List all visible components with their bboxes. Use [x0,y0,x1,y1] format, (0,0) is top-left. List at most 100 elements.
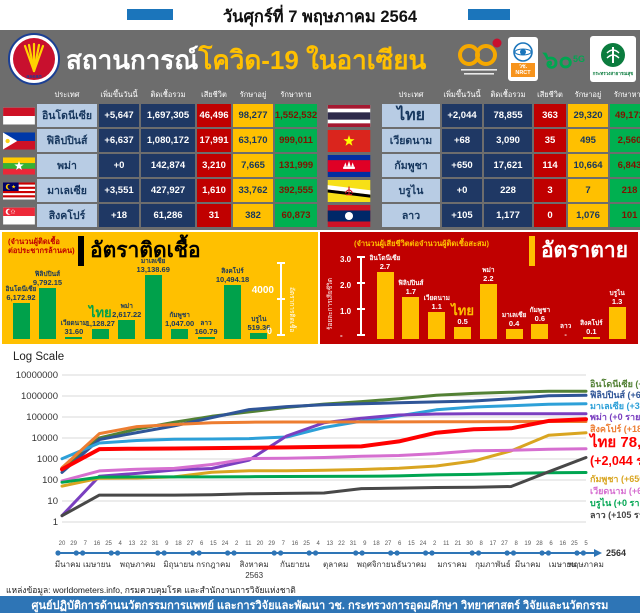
new-cases: +5,647 [99,104,139,127]
svg-text:17: 17 [490,541,497,547]
logo-strip: วช. NRCT ๖๐ 5G กระทรวงสาธารณสุข [455,34,636,84]
bar-category-label: สิงคโปร์ [580,319,603,327]
rate-bar [38,287,56,339]
rate-bar [65,337,83,339]
series-line-2 [60,402,588,461]
timeline-dot [469,550,475,556]
flag-vietnam [318,129,380,152]
deaths: 1,610 [197,179,231,202]
flag-philippines [3,129,35,152]
svg-text:24: 24 [222,541,229,547]
svg-text:100: 100 [42,475,58,486]
bar-value-label: 2,617.22 [112,309,142,319]
5g-label: 5G [572,54,585,64]
rate-bar [171,329,189,339]
nrct-logo: วช. NRCT [508,37,538,81]
flag-malaysia [3,179,35,202]
recovered: 1,552,532 [275,104,317,127]
svg-text:11: 11 [245,541,252,547]
month-label-0: มีนาคม [55,560,81,569]
col-header-active: รักษาอยู่ [239,90,267,99]
svg-text:1000000: 1000000 [21,391,58,402]
svg-text:4: 4 [317,541,321,547]
svg-text:6: 6 [398,541,402,547]
death-rate-panel: (จำนวนผู้เสียชีวิตต่อจำนวนผู้ติดเชื้อสะส… [320,232,638,344]
svg-text:22: 22 [140,541,147,547]
infection-rate-axis-label: อัตราการติดเชื้อ [288,286,295,332]
month-label-3: มิถุนายน [163,560,194,569]
recovered: 999,011 [275,129,317,152]
series-label-8: บรูไน (+0 ราย) [590,498,640,508]
svg-text:16: 16 [292,541,299,547]
rate-bar [376,271,394,339]
svg-text:29: 29 [268,541,275,547]
rate-bar [402,296,420,339]
svg-text:1: 1 [53,517,58,528]
footer-text: ศูนย์ปฏิบัติการด้านนวัตกรรมการแพทย์ และก… [31,599,609,612]
svg-text:21: 21 [455,541,462,547]
total-cases: 61,286 [141,204,195,227]
col-header-country: ประเทศ [398,90,424,99]
timeline-dot [231,550,237,556]
flag-thailand [318,104,380,127]
month-label-5: สิงหาคม [239,560,268,569]
new-cases: +3,551 [99,179,139,202]
month-label-9: ธันวาคม [396,560,426,569]
svg-text:28: 28 [536,541,543,547]
footer-bar: ศูนย์ปฏิบัติการด้านนวัตกรรมการแพทย์ และก… [0,596,640,613]
60th-anniversary-logo-icon [458,38,502,75]
bar-category-label: บรูไน [251,316,267,324]
rate-bar-column-8: สิงคโปร์ 10,494.18 [216,268,249,339]
total-cases: 78,855 [484,104,532,127]
title-right-bar [468,9,510,20]
country-name: อินโดนีเซีย [37,104,97,127]
rate-bar-column-3: ไทย 0.5 [450,304,476,339]
svg-text:31: 31 [350,541,357,547]
deaths: 46,496 [197,104,231,127]
svg-text:8: 8 [514,541,518,547]
series-line-1 [60,393,588,474]
axis-tick-dash: - [340,331,343,340]
infection-rate-title: อัตราติดเชื้อ [78,234,201,267]
col-header-new: เพิ่มขึ้นวันนี้ [100,90,138,99]
timeline-dot [306,550,312,556]
bar-category-label: ไทย [88,304,112,320]
flag-laos [318,204,380,227]
death-rate-axis-label: ร้อยละการเสียชีวิต [327,277,334,330]
rate-bar-column-1: ฟิลิปปินส์ 1.7 [398,280,424,339]
bar-value-label: 0.6 [534,314,546,323]
svg-text:16: 16 [94,541,101,547]
timeline-dot [510,550,517,556]
bar-value-label: 519.36 [247,323,271,333]
timeline-dot [429,550,435,556]
bar-category-label: พม่า [120,302,133,310]
bar-value-label: 9,792.15 [32,277,63,287]
bar-value-label: 10,494.18 [215,274,250,284]
new-cases: +18 [99,204,139,227]
right-country-table: ประเทศ เพิ่มขึ้นวันนี้ ติดเชื้อรวม เสียช… [318,88,640,227]
death-rate-axis [357,256,368,336]
timeline-dot [353,550,359,556]
timeline-dot [80,550,86,556]
rate-bar [144,275,162,339]
timeline-dot [539,550,545,556]
axis-tick-0: 0 [266,326,272,336]
flag-cambodia [318,154,380,177]
axis-tick-1: 1.0 [340,307,352,316]
timeline-dot [580,550,586,556]
svg-text:27: 27 [187,541,194,547]
timeline-dot [312,550,319,556]
active-cases: 1,076 [568,204,608,227]
country-tables: ประเทศ เพิ่มขึ้นวันนี้ ติดเชื้อรวม เสียช… [0,88,640,230]
country-name: ลาว [382,204,440,227]
rate-bar [608,306,626,339]
svg-text:10000: 10000 [32,433,58,444]
series-line-4 [60,420,588,470]
recovered: 60,873 [275,204,317,227]
svg-text:11: 11 [443,541,450,547]
timeline-dot [190,550,196,556]
recovered: 218 [610,179,640,202]
rate-bar-column-4: พม่า 2.2 [476,267,502,339]
rate-bar-column-8: สิงคโปร์ 0.1 [579,319,605,339]
data-source: แหล่งข้อมูล: worldometers.info, กรมควบคุ… [6,585,296,595]
